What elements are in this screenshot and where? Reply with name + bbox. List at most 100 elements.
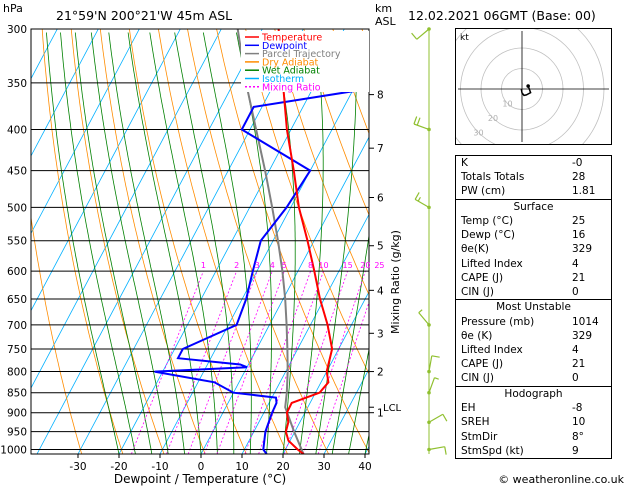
legend-label: Dewpoint: [262, 41, 307, 52]
legend-label: Mixing Ratio: [262, 82, 321, 93]
legend-label: Isotherm: [262, 74, 304, 85]
mixing-ratio-axis-label: Mixing Ratio (g/kg): [389, 230, 402, 334]
surface-row: θe(K) 329: [456, 242, 611, 256]
hodograph-table-title: Hodograph: [504, 387, 563, 400]
hodograph-unit-label: kt: [460, 33, 469, 43]
wind-barb-flag: [411, 32, 418, 40]
axes: 1 2 3 4 5 8 10 15 20 2530035040045050055060065070…: [0, 24, 401, 473]
surface-row-label: Dewp (°C): [461, 229, 515, 242]
dewpoint-line: [154, 87, 369, 454]
km-tick-label: 8: [377, 90, 384, 102]
surface-row: Temp (°C) 25: [456, 214, 611, 228]
hodograph-table-list: EH -8 SREH 10 StmDir 8° StmSpd (kt) 9: [456, 401, 611, 458]
mixing-ratio-label: 10: [318, 261, 328, 270]
hodograph-row-label: SREH: [461, 416, 490, 429]
wind-barb-staff: [418, 312, 430, 326]
parcel-trajectory-line: [236, 29, 305, 454]
wind-barb-flag: [434, 377, 439, 380]
isotherm-line: [36, 29, 263, 454]
wet-adiabat-line: [46, 32, 120, 454]
x-tick-label: 10: [235, 461, 248, 473]
isotherm-line: [31, 29, 222, 389]
datetime-title: 12.02.2021 06GMT (Base: 00): [408, 8, 596, 23]
index-row-value: -0: [572, 157, 583, 169]
x-axis-label: Dewpoint / Temperature (°C): [114, 472, 286, 486]
x-tick-label: 30: [317, 461, 330, 473]
wind-barb-staff: [428, 377, 436, 393]
storm-motion-dot: [526, 84, 530, 88]
surface-row-value: 16: [572, 229, 586, 242]
pressure-tick-label: 650: [7, 294, 27, 306]
legend-label: Dry Adiabat: [262, 57, 319, 68]
dry-adiabat-line: [41, 29, 124, 454]
pressure-tick-label: 950: [7, 427, 27, 439]
wet-adiabat-line: [236, 32, 273, 454]
hodograph-trace: [520, 85, 532, 97]
index-row-label: PW (cm): [461, 185, 506, 198]
km-tick-label: 4: [377, 285, 384, 297]
hodograph: kt 10 20 30: [439, 6, 612, 172]
hodograph-ring-label: 20: [488, 114, 498, 123]
indices-panel: K -0 Totals Totals 28 PW (cm) 1.81 Surface Te…: [455, 155, 612, 459]
pressure-tick-label: 850: [7, 388, 27, 400]
km-tick-label: 5: [377, 241, 384, 253]
mixing-ratio-label: 2: [234, 261, 239, 270]
hodograph-row-value: 8°: [572, 430, 584, 443]
x-tick-label: 40: [358, 461, 371, 473]
mixing-ratio-line: [317, 300, 369, 454]
hodograph-row-value: -8: [572, 402, 583, 415]
most-unstable-row-label: CAPE (J): [461, 358, 504, 371]
wind-barb-dot: [427, 369, 431, 374]
most-unstable-row-label: Lifted Index: [461, 344, 523, 357]
pressure-tick-label: 300: [7, 24, 27, 36]
km-tick-label: 3: [377, 328, 384, 340]
surface-row-value: 25: [572, 215, 586, 228]
km-tick-label: 6: [377, 192, 384, 204]
plot-frame: [30, 28, 370, 455]
wind-barb-flag: [413, 116, 418, 125]
mixing-ratio-line: [166, 270, 237, 454]
index-row: Totals Totals 28: [456, 170, 611, 184]
surface-row-label: θe(K): [461, 243, 489, 256]
surface-row-label: CIN (J): [461, 286, 494, 298]
km-tick-label: 7: [377, 143, 384, 155]
wind-barb-dot: [427, 447, 431, 452]
surface-row-value: 0: [572, 286, 579, 298]
index-row: PW (cm) 1.81: [456, 184, 611, 198]
isotherm-line: [282, 290, 369, 454]
mixing-ratio-line: [244, 270, 311, 454]
surface-row-value: 21: [572, 271, 586, 284]
wet-adiabat-line: [174, 32, 235, 454]
mixing-ratio-label: 3: [255, 261, 260, 270]
hodograph-row-value: 9: [572, 444, 579, 457]
wind-barb-flag: [431, 355, 440, 358]
most-unstable-row: CIN (J) 0: [456, 371, 611, 385]
hodograph-row: StmSpd (kt) 9: [456, 444, 611, 458]
index-row-value: 28: [572, 171, 586, 184]
index-row-value: 1.81: [572, 185, 596, 198]
most-unstable-row-value: 4: [572, 344, 579, 357]
most-unstable-title: Most Unstable: [496, 301, 571, 314]
asl-unit-label: ASL: [375, 15, 397, 28]
most-unstable-row-value: 329: [572, 329, 593, 342]
wet-adiabat-line: [315, 32, 358, 454]
wind-profile: [411, 27, 448, 455]
pressure-tick-label: 750: [7, 344, 27, 356]
mixing-ratio-label: 15: [343, 261, 353, 270]
pressure-tick-label: 500: [7, 202, 27, 214]
km-tick-label: 2: [377, 367, 384, 379]
pressure-tick-label: 550: [7, 236, 27, 248]
index-row-label: Totals Totals: [461, 171, 525, 184]
wet-adiabat-line: [74, 32, 153, 454]
mixing-ratio-label: 20: [360, 261, 370, 270]
mixing-ratio-label: 5: [282, 261, 287, 270]
isotherm-line: [200, 136, 369, 454]
surface-row: Dewp (°C) 16: [456, 228, 611, 242]
wind-barb-flag: [444, 446, 447, 455]
surface-row-label: CAPE (J): [461, 271, 504, 284]
hodograph-row: EH -8: [456, 401, 611, 415]
wind-barb-staff: [428, 355, 433, 372]
wind-barb-staff: [428, 446, 445, 451]
copyright: © weatheronline.co.uk: [498, 473, 624, 486]
